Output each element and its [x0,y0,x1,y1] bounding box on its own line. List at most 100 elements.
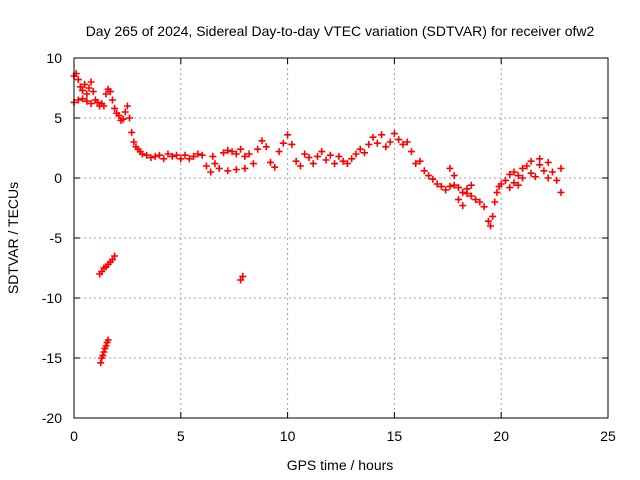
data-point [241,164,249,172]
data-point [531,173,539,181]
y-tick-label: -5 [50,230,63,246]
data-point [81,80,89,88]
data-point [403,138,411,146]
data-point [536,161,544,169]
data-point [106,88,114,96]
data-point [177,155,185,163]
data-point [160,155,168,163]
data-point [100,348,108,356]
x-axis-label: GPS time / hours [287,457,394,473]
data-point [93,98,101,106]
data-point [79,95,87,103]
data-point [309,160,317,168]
data-points [70,70,565,367]
y-tick-label: 10 [46,50,62,66]
data-point [544,174,552,182]
data-point [544,158,552,166]
data-point [540,167,548,175]
data-point [352,150,360,158]
data-point [382,143,390,151]
data-point [480,203,488,211]
data-point [123,102,131,110]
y-tick-label: -10 [42,290,62,306]
y-tick-label: -20 [42,410,62,426]
data-point [450,181,458,189]
x-tick-label: 5 [177,428,185,444]
data-point [155,151,163,159]
y-tick-label: -15 [42,350,62,366]
data-point [491,198,499,206]
y-tick-label: 5 [54,110,62,126]
data-point [98,268,106,276]
data-point [487,222,495,230]
data-point [536,155,544,163]
data-point [254,145,262,153]
x-tick-label: 15 [387,428,403,444]
y-axis-label: SDTVAR / TECUs [5,182,21,294]
data-point [147,154,155,162]
data-point [74,96,82,104]
data-point [450,172,458,180]
data-point [493,188,501,196]
data-point [373,139,381,147]
data-point [245,150,253,158]
data-point [348,155,356,163]
data-point [343,160,351,168]
data-point [322,156,330,164]
data-point [102,342,110,350]
data-point [514,181,522,189]
data-point [420,167,428,175]
data-point [454,196,462,204]
data-point [442,186,450,194]
data-point [484,217,492,225]
data-point [425,172,433,180]
data-point [446,164,454,172]
data-point [228,148,236,156]
data-point [523,162,531,170]
data-point [237,276,245,284]
data-point [527,157,535,165]
data-point [433,180,441,188]
data-point [181,151,189,159]
data-point [74,76,82,84]
data-point [271,163,279,171]
data-point [369,133,377,141]
data-point [331,160,339,168]
x-tick-label: 10 [280,428,296,444]
data-point [305,154,313,162]
data-point [510,168,518,176]
plot-frame [73,57,609,419]
data-point [232,166,240,174]
data-point [506,170,514,178]
data-point [459,202,467,210]
data-point [476,198,484,206]
data-point [258,137,266,145]
data-point [97,359,105,367]
data-point [237,145,245,153]
data-point [416,157,424,165]
data-point [185,155,193,163]
data-point [104,336,112,344]
data-point [100,102,108,110]
data-point [467,192,475,200]
data-point [557,164,565,172]
data-point [79,86,87,94]
data-point [224,167,232,175]
data-point [168,152,176,160]
data-point [301,150,309,158]
data-point [489,212,497,220]
data-point [83,90,91,98]
data-point [262,143,270,151]
data-point [548,168,556,176]
data-point [209,152,217,160]
data-point [339,157,347,165]
data-point [296,162,304,170]
data-point [194,150,202,158]
y-tick-label: 0 [54,170,62,186]
x-tick-label: 0 [70,428,78,444]
data-point [121,108,129,116]
data-point [386,138,394,146]
data-point [510,179,518,187]
data-point [412,160,420,168]
axis-ticks: 0 5 10 15 20 25 10 5 0 -5 -10 -15 -20 [42,50,616,444]
